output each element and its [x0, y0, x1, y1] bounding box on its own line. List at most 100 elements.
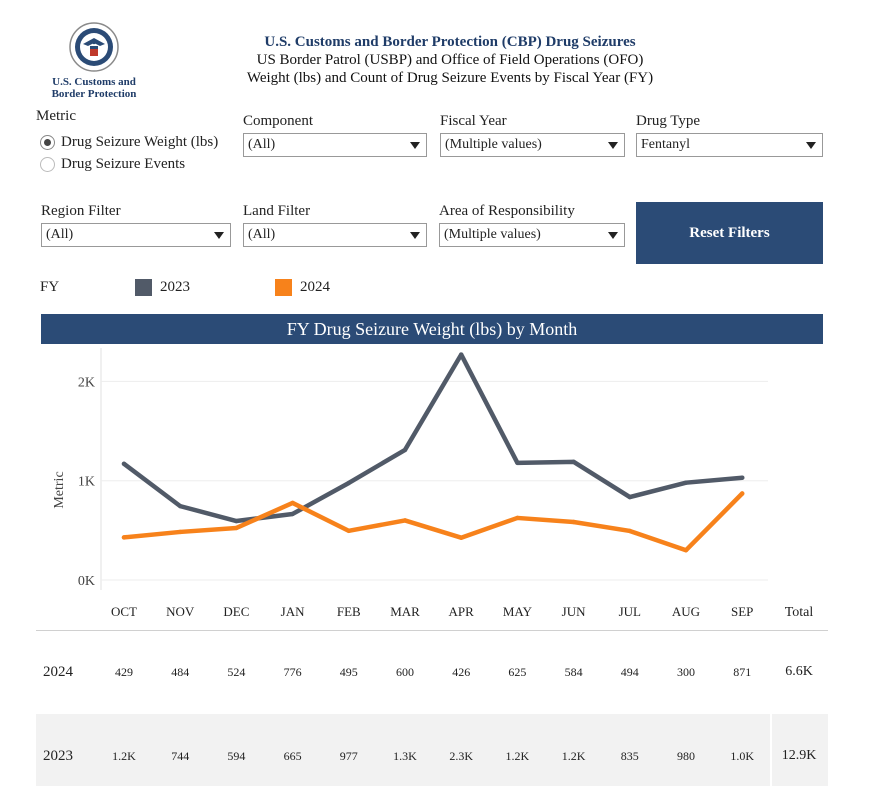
data-point-2024-mar[interactable] [402, 518, 408, 523]
component-filter: Component (All) [243, 112, 427, 157]
table-cell: 600 [396, 664, 414, 679]
land-dropdown-value: (All) [248, 227, 276, 242]
data-point-2023-nov[interactable] [178, 503, 183, 509]
page-title: U.S. Customs and Border Protection (CBP)… [264, 34, 636, 50]
table-row: 2024 429 484 524 776 495 600 426 625 584 494 300 871… [36, 660, 828, 684]
x-tick-label: OCT [111, 604, 137, 619]
data-point-2023-apr[interactable] [459, 352, 464, 357]
logo-line-1: U.S. Customs and [52, 76, 136, 88]
region-filter-label: Region Filter [41, 203, 121, 219]
data-point-2024-aug[interactable] [683, 548, 689, 553]
radio-checked-icon[interactable] [40, 134, 55, 150]
table-cell: 835 [620, 748, 639, 763]
table-cell: 1.2K [505, 748, 530, 763]
drug-type-filter-label: Drug Type [636, 113, 701, 129]
aor-dropdown[interactable]: (Multiple values) [439, 223, 625, 247]
row-shading [772, 714, 828, 786]
data-point-2023-feb[interactable] [346, 480, 351, 486]
row-shading [36, 714, 770, 786]
data-point-2024-nov[interactable] [178, 529, 183, 535]
legend-item-2024[interactable]: 2024 [275, 278, 330, 296]
radio-unchecked-icon[interactable] [40, 156, 55, 172]
component-dropdown[interactable]: (All) [243, 133, 427, 157]
x-tick-label: MAR [390, 604, 420, 619]
land-filter-label: Land Filter [243, 203, 311, 219]
region-dropdown[interactable]: (All) [41, 223, 231, 247]
y-tick-label: 0K [78, 574, 95, 589]
table-cell: 1.2K [561, 748, 586, 763]
row-total: 6.6K [785, 664, 813, 679]
metric-label: Metric [36, 108, 76, 124]
chevron-down-icon [410, 141, 420, 149]
x-tick-label: FEB [337, 604, 361, 619]
metric-option-weight[interactable]: Drug Seizure Weight (lbs) [40, 131, 218, 153]
fiscal-year-dropdown[interactable]: (Multiple values) [440, 133, 625, 157]
aor-dropdown-value: (Multiple values) [444, 227, 541, 242]
page-subtitle-1: US Border Patrol (USBP) and Office of Fi… [256, 52, 644, 68]
chevron-down-icon [608, 231, 618, 239]
data-point-2023-mar[interactable] [402, 447, 408, 453]
data-point-2023-oct[interactable] [121, 461, 127, 467]
data-point-2024-feb[interactable] [346, 528, 351, 534]
legend-swatch [135, 278, 152, 296]
table-cell: 484 [171, 664, 190, 679]
data-point-2023-may[interactable] [515, 460, 520, 466]
table-row: 2023 1.2K 744 594 665 977 1.3K 2.3K 1.2K 1.2K 835 9… [36, 744, 828, 768]
metric-option-weight-label: Drug Seizure Weight (lbs) [61, 133, 219, 150]
data-point-2024-jun[interactable] [571, 519, 576, 525]
drug-type-dropdown-value: Fentanyl [641, 137, 690, 152]
fiscal-year-filter: Fiscal Year (Multiple values) [440, 112, 625, 157]
data-point-2023-aug[interactable] [683, 480, 689, 485]
data-point-2024-may[interactable] [515, 515, 520, 521]
data-point-2024-apr[interactable] [459, 535, 464, 540]
chevron-down-icon [608, 141, 618, 149]
land-dropdown[interactable]: (All) [243, 223, 427, 247]
data-point-2023-jun[interactable] [571, 459, 576, 465]
aor-filter: Area of Responsibility (Multiple values) [439, 202, 625, 247]
drug-type-filter: Drug Type Fentanyl [636, 112, 823, 157]
legend-item-2023[interactable]: 2023 [135, 278, 275, 296]
cbp-seal-icon [69, 22, 119, 72]
data-point-2023-sep[interactable] [740, 475, 745, 480]
region-filter: Region Filter (All) [41, 202, 231, 247]
y-tick-label: 2K [78, 375, 95, 390]
data-point-2023-dec[interactable] [234, 518, 239, 524]
metric-option-events[interactable]: Drug Seizure Events [40, 153, 218, 175]
x-tick-label: SEP [731, 604, 753, 619]
data-point-2024-dec[interactable] [234, 525, 239, 531]
logo-line-2: Border Protection [51, 88, 137, 100]
legend-item-label: 2024 [300, 278, 330, 295]
legend-item-label: 2023 [160, 278, 190, 295]
x-tick-label: JUN [562, 604, 586, 619]
data-point-2023-jul[interactable] [627, 494, 632, 500]
reset-filters-button[interactable]: Reset Filters [636, 202, 823, 264]
series-line-2024[interactable] [121, 491, 745, 553]
data-point-2024-jul[interactable] [627, 528, 632, 534]
x-tick-label: AUG [672, 604, 700, 619]
chevron-down-icon [214, 231, 224, 239]
component-filter-label: Component [243, 113, 313, 129]
row-total: 12.9K [781, 748, 817, 763]
table-cell: 524 [227, 664, 246, 679]
table-cell: 2.3K [449, 748, 474, 763]
chevron-down-icon [410, 231, 420, 239]
table-cell: 980 [677, 748, 695, 763]
data-point-2024-jan[interactable] [290, 500, 295, 506]
data-point-2024-oct[interactable] [121, 535, 127, 540]
y-tick-label: 1K [78, 475, 95, 490]
table-cell: 744 [171, 748, 190, 763]
page-header: U.S. Customs and Border Protection (CBP)… [200, 33, 700, 87]
legend-swatch [275, 278, 292, 296]
table-cell: 1.3K [393, 748, 417, 763]
x-tick-label: JUL [619, 604, 641, 619]
data-point-2024-sep[interactable] [740, 491, 745, 496]
table-cell: 300 [677, 664, 695, 679]
series-line-2023[interactable] [121, 352, 745, 524]
drug-type-dropdown[interactable]: Fentanyl [636, 133, 823, 157]
table-cell: 1.2K [112, 748, 136, 763]
data-point-2023-jan[interactable] [290, 511, 295, 517]
y-axis-label: Metric [52, 471, 67, 508]
component-dropdown-value: (All) [248, 137, 276, 152]
row-year: 2024 [43, 663, 73, 680]
fiscal-year-dropdown-value: (Multiple values) [445, 137, 542, 152]
